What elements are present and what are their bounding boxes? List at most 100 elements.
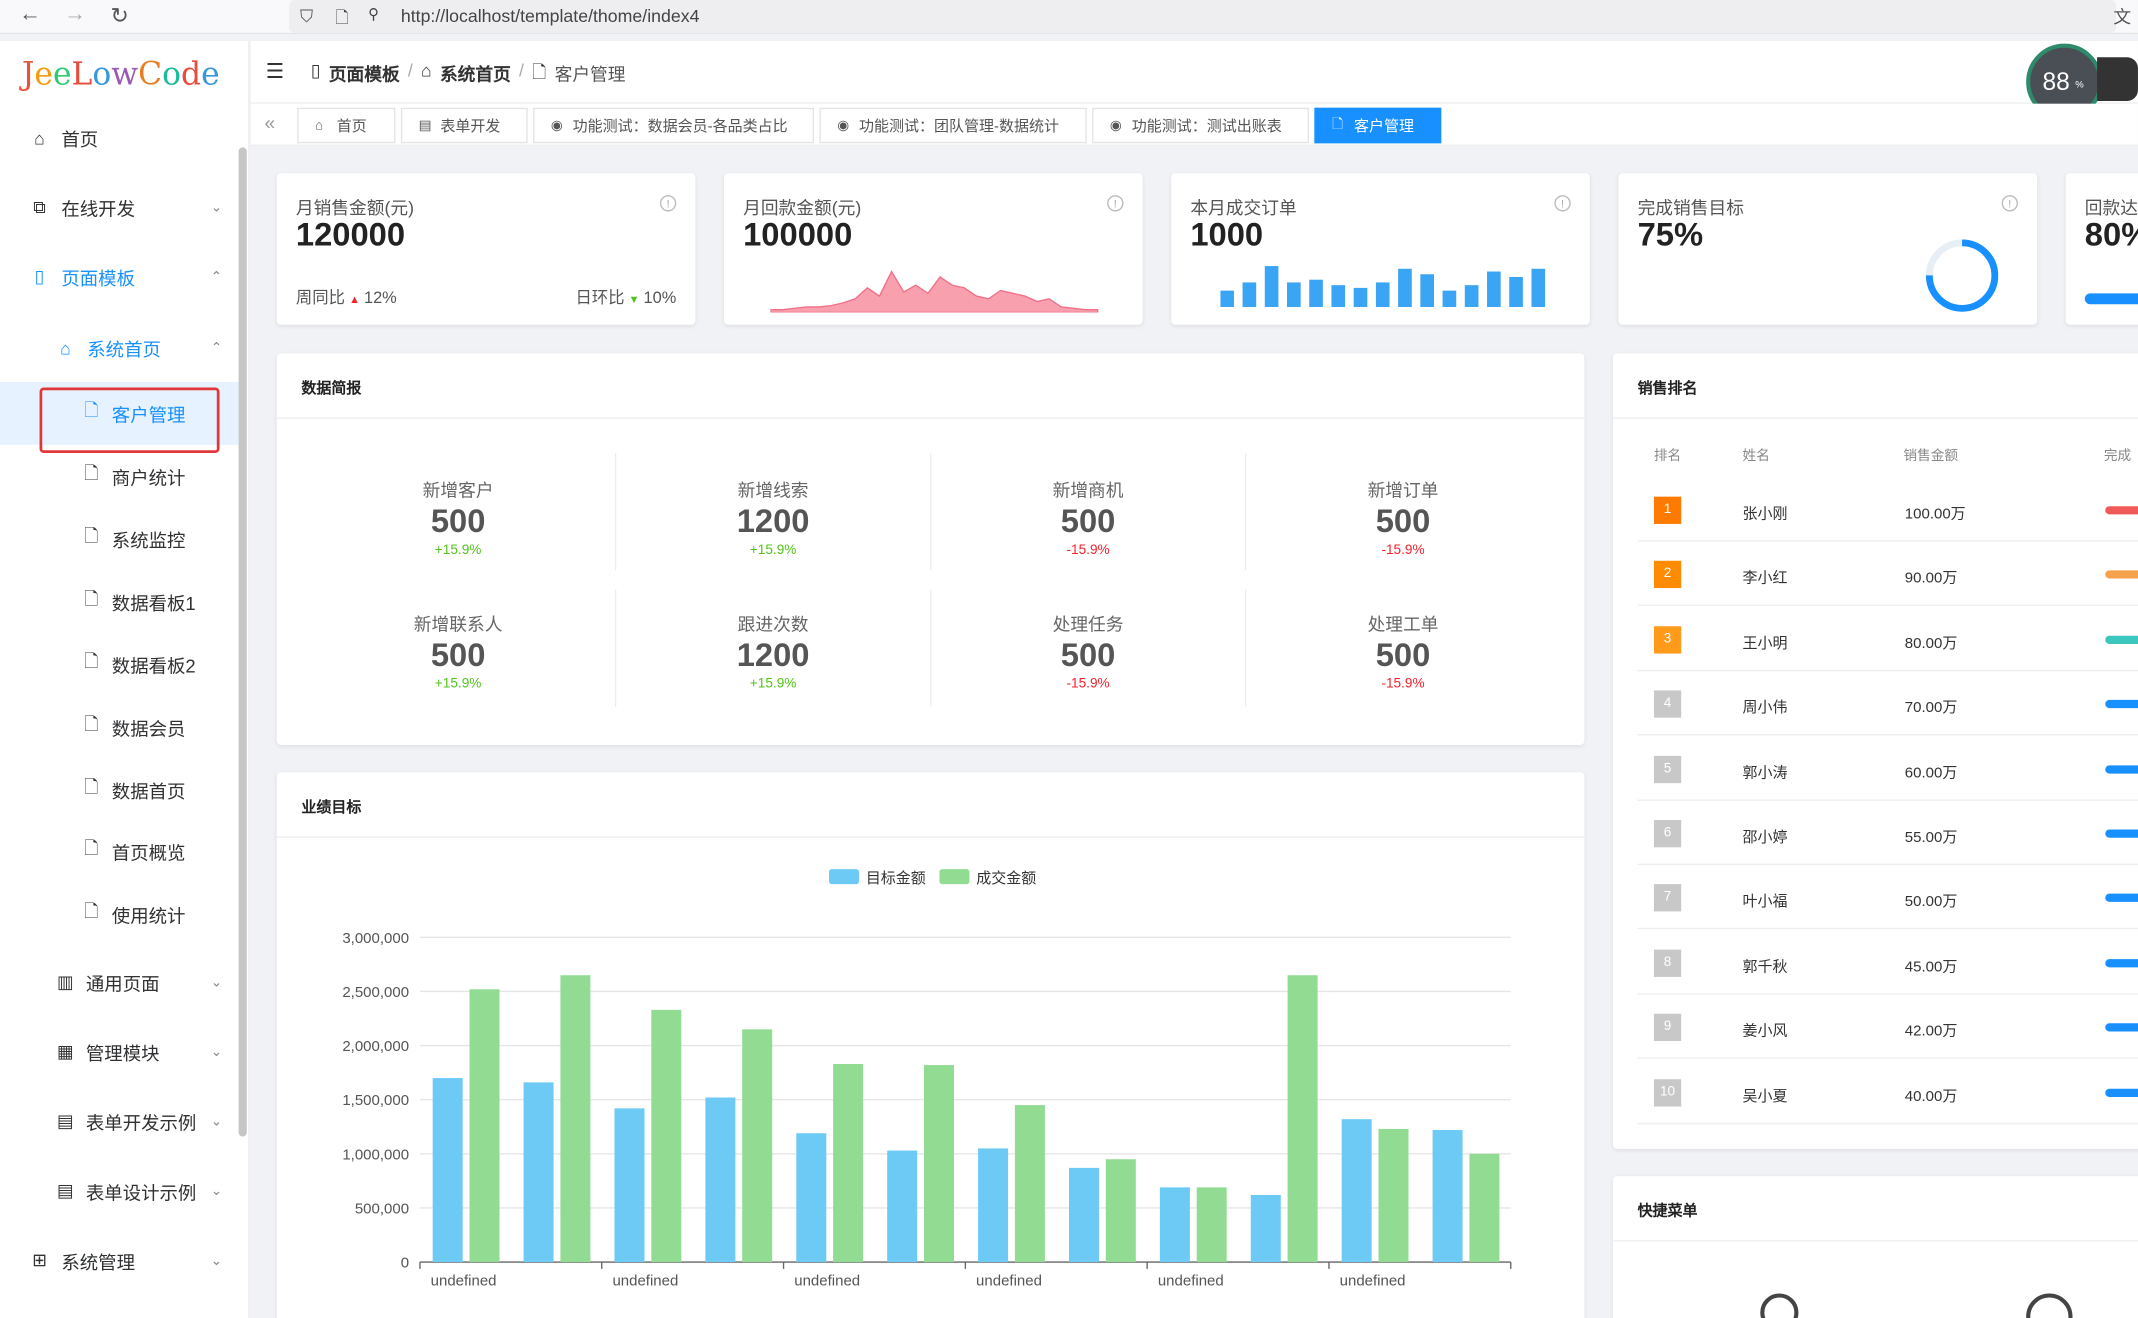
- sidebar-item[interactable]: ▤ 表单开发示例 ⌄: [0, 1090, 239, 1153]
- sidebar-item[interactable]: 🗋 数据首页: [0, 759, 239, 822]
- chart-bar[interactable]: [923, 1065, 954, 1263]
- section-title: 销售排名: [1637, 380, 1698, 398]
- rank-progress-bar: [2105, 1088, 2138, 1097]
- tab-item[interactable]: ◉ 功能测试：团队管理-数据统计: [819, 107, 1087, 144]
- address-bar[interactable]: ⛉ 🗋 ⚲ http://localhost/template/thome/in…: [289, 0, 2117, 33]
- rank-name: 张小刚: [1742, 506, 1788, 523]
- info-icon[interactable]: !: [2001, 195, 2018, 212]
- ranking-row[interactable]: 8 郭千秋 45.00万: [1637, 930, 2138, 995]
- sidebar-item[interactable]: 🗋 数据看板1: [0, 570, 239, 633]
- ranking-row[interactable]: 6 邵小婷 55.00万: [1637, 801, 2138, 866]
- rank-amount: 55.00万: [1904, 829, 1958, 846]
- ranking-row[interactable]: 3 王小明 80.00万: [1637, 607, 2138, 672]
- sidebar-scrollbar[interactable]: [238, 147, 247, 1137]
- sidebar-item[interactable]: 🗋 数据看板2: [0, 633, 239, 696]
- kpi-title: 月销售金额(元): [295, 197, 415, 219]
- sidebar-item[interactable]: ⧉ 在线开发 ⌄: [0, 176, 239, 239]
- ranking-row[interactable]: 1 张小刚 100.00万: [1637, 478, 2138, 542]
- house-icon: ⌂: [60, 337, 71, 359]
- tab-item[interactable]: 🗋 客户管理: [1314, 107, 1442, 144]
- chart-bar[interactable]: [432, 1078, 463, 1263]
- progress-ring: [1925, 239, 1999, 312]
- tab-item[interactable]: ◉ 功能测试：测试出账表: [1092, 107, 1309, 144]
- chart-bar[interactable]: [1469, 1153, 1500, 1263]
- x-tick-label: undefined: [794, 1272, 860, 1289]
- chart-bar[interactable]: [742, 1029, 773, 1263]
- tab-item[interactable]: ◉ 功能测试：数据会员-各品类占比: [533, 107, 815, 144]
- divider: [929, 452, 932, 571]
- sidebar-item[interactable]: ▤ 表单设计示例 ⌄: [0, 1160, 239, 1223]
- reload-icon[interactable]: ↻: [110, 5, 129, 29]
- sidebar-item[interactable]: 🗋 商户统计: [0, 445, 239, 508]
- kpi-value: 80%: [2084, 216, 2138, 254]
- ranking-row[interactable]: 2 李小红 90.00万: [1637, 542, 2138, 607]
- file-icon: 🗋: [84, 776, 99, 797]
- ranking-row[interactable]: 10 吴小夏 40.00万: [1637, 1060, 2138, 1124]
- x-tick-label: undefined: [431, 1272, 497, 1289]
- quick-menu-icon[interactable]: [2026, 1293, 2073, 1318]
- breadcrumb-item[interactable]: 页面模板: [328, 64, 400, 85]
- chart-bar[interactable]: [560, 975, 591, 1263]
- chart-bar[interactable]: [1287, 975, 1318, 1263]
- chart-bar[interactable]: [469, 989, 500, 1263]
- info-icon[interactable]: !: [1554, 195, 1571, 212]
- sidebar-item[interactable]: ⌂ 首页: [0, 106, 239, 169]
- ranking-row[interactable]: 7 叶小福 50.00万: [1637, 866, 2138, 930]
- sidebar-item[interactable]: 🗋 首页概览: [0, 820, 239, 883]
- menu-toggle-icon[interactable]: ☰: [265, 60, 285, 84]
- chart-bar[interactable]: [1432, 1130, 1463, 1263]
- sidebar-item[interactable]: 🗋 数据会员: [0, 696, 239, 759]
- back-icon[interactable]: ←: [19, 2, 41, 26]
- chart-bar[interactable]: [833, 1063, 864, 1263]
- chart-bar[interactable]: [1159, 1187, 1190, 1263]
- sidebar-item[interactable]: ⌂ 系统首页 ⌃: [0, 317, 239, 380]
- info-icon[interactable]: !: [659, 195, 677, 212]
- sparkline-bar: [1487, 271, 1501, 307]
- breadcrumb-item[interactable]: 系统首页: [439, 64, 511, 85]
- chart-bar[interactable]: [796, 1133, 827, 1263]
- legend-swatch[interactable]: [939, 869, 970, 885]
- dod-value: 10%: [643, 287, 677, 307]
- kpi-value: 100000: [743, 216, 853, 254]
- sidebar-item[interactable]: 🗋 系统监控: [0, 508, 239, 571]
- chart-bar[interactable]: [887, 1150, 918, 1263]
- chart-bar[interactable]: [1068, 1167, 1099, 1263]
- yoy-label: 周同比: [295, 287, 345, 307]
- house-icon: ⌂: [421, 60, 432, 81]
- sparkline-bar: [1309, 279, 1323, 307]
- ranking-row[interactable]: 5 郭小涛 60.00万: [1637, 736, 2138, 801]
- app-logo[interactable]: JeeLowCode: [21, 57, 220, 93]
- chart-bar[interactable]: [1250, 1194, 1281, 1263]
- sidebar-item[interactable]: 🗋 使用统计: [0, 883, 239, 946]
- stat-item: 处理任务 500 -15.9%: [931, 610, 1245, 692]
- chart-bar[interactable]: [1105, 1159, 1136, 1263]
- chevron-up-icon: ⌃: [210, 340, 223, 356]
- tab-item[interactable]: ▤ 表单开发: [400, 107, 528, 144]
- chart-bar[interactable]: [1196, 1187, 1227, 1263]
- tab-item[interactable]: ⌂ 首页: [297, 107, 396, 144]
- sidebar-item[interactable]: ▦ 管理模块 ⌄: [0, 1021, 239, 1084]
- chart-bar[interactable]: [1378, 1128, 1409, 1263]
- ranking-row[interactable]: 4 周小伟 70.00万: [1637, 672, 2138, 736]
- sidebar-item[interactable]: ▥ 通用页面 ⌄: [0, 951, 239, 1014]
- cpu-value: 88: [2042, 68, 2070, 96]
- chart-bar[interactable]: [705, 1097, 736, 1263]
- stat-item: 跟进次数 1200 +15.9%: [616, 610, 930, 692]
- sidebar-item[interactable]: ▯ 页面模板 ⌃: [0, 246, 239, 309]
- ranking-row[interactable]: 9 姜小风 42.00万: [1637, 995, 2138, 1060]
- stat-item: 处理工单 500 -15.9%: [1246, 610, 1560, 692]
- chart-bar[interactable]: [1341, 1119, 1372, 1263]
- info-icon[interactable]: !: [1107, 195, 1124, 212]
- double-chevron-left-icon[interactable]: «: [264, 111, 276, 134]
- chart-bar[interactable]: [978, 1148, 1009, 1263]
- quick-menu-icon[interactable]: [1760, 1293, 1799, 1318]
- chart-bar[interactable]: [651, 1009, 682, 1263]
- chart-bar[interactable]: [614, 1108, 645, 1263]
- rank-badge: 6: [1653, 820, 1682, 848]
- sidebar-item[interactable]: ⊞ 系统管理 ⌄: [0, 1229, 239, 1292]
- forward-icon[interactable]: →: [64, 2, 86, 26]
- chart-bar[interactable]: [1014, 1105, 1045, 1263]
- translate-icon[interactable]: 文: [2113, 6, 2132, 28]
- chart-bar[interactable]: [523, 1082, 554, 1263]
- legend-swatch[interactable]: [829, 869, 860, 885]
